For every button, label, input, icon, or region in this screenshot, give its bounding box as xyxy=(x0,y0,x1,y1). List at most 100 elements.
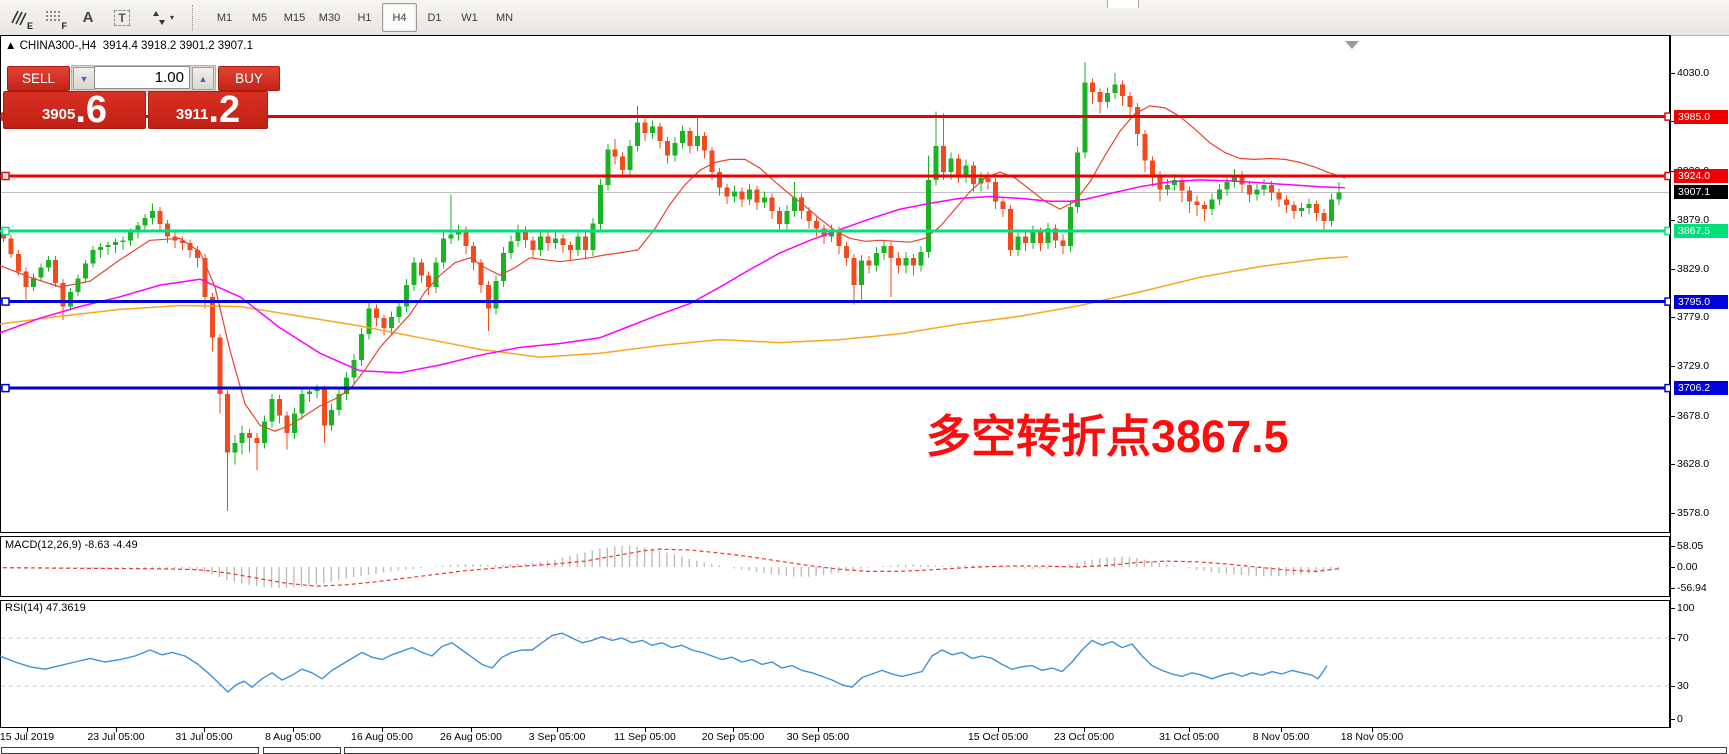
text-label-icon[interactable]: T xyxy=(108,5,136,31)
y-axis-tick-label: 3729.0 xyxy=(1677,359,1710,372)
arrange-arrows-glyph xyxy=(152,10,165,25)
x-axis-date-label: 31 Oct 05:00 xyxy=(1158,731,1220,743)
rsi-scale-tick xyxy=(1671,638,1675,639)
y-axis-tick-label: 3678.0 xyxy=(1677,409,1710,422)
price-badge: 3867.5 xyxy=(1674,224,1728,239)
icon-letter: E xyxy=(26,20,33,31)
one-click-trading-panel: SELL ▼ ▲ BUY 3905.6 3911.2 xyxy=(2,56,280,129)
indicator-pattern-glyph xyxy=(11,10,27,25)
symbol-timeframe: CHINA300-,H4 xyxy=(19,40,97,52)
macd-indicator-canvas[interactable] xyxy=(0,536,1671,598)
tf-button-MN[interactable]: MN xyxy=(495,11,514,24)
rsi-scale-label: 30 xyxy=(1677,680,1689,692)
macd-scale-tick xyxy=(1671,545,1675,547)
y-axis-tick-label: 3628.0 xyxy=(1677,458,1710,471)
rsi-scale-label: 100 xyxy=(1677,602,1695,614)
collapse-marker-icon[interactable]: ▲ xyxy=(5,40,17,52)
y-axis-tick-label: 3829.0 xyxy=(1677,262,1710,275)
docked-panel-strip xyxy=(0,746,1729,754)
price-badge: 3706.2 xyxy=(1674,381,1728,396)
buy-price-box[interactable]: 3911.2 xyxy=(148,91,268,129)
x-axis-date-label: 8 Aug 05:00 xyxy=(264,731,322,743)
x-axis-tick xyxy=(1372,728,1373,732)
macd-scale-label: -56.94 xyxy=(1677,582,1707,595)
x-axis-tick xyxy=(204,728,205,732)
macd-scale-label: 0.00 xyxy=(1677,561,1698,573)
x-axis-tick xyxy=(293,728,294,732)
x-axis-date-label: 23 Jul 05:00 xyxy=(87,731,145,743)
y-axis-tick xyxy=(1671,219,1675,221)
rsi-scale-tick xyxy=(1671,719,1675,720)
chart-title: ▲ CHINA300-,H4 3914.4 3918.2 3901.2 3907… xyxy=(5,40,253,52)
toolbar: E F A T ▾ M1 M5 M15 M30 H1 H4 D xyxy=(0,0,1729,36)
rsi-scale-tick xyxy=(1671,608,1675,609)
rsi-scale-tick xyxy=(1671,686,1675,687)
tf-button-D1[interactable]: D1 xyxy=(427,11,442,24)
dropdown-caret-icon: ▾ xyxy=(169,13,174,22)
x-axis-date-label: 23 Oct 05:00 xyxy=(1053,731,1115,743)
volume-input[interactable] xyxy=(94,66,190,89)
x-axis-tick xyxy=(733,728,734,732)
font-icon[interactable]: A xyxy=(74,5,102,31)
rsi-scale-label: 0 xyxy=(1677,713,1683,725)
chart-annotation-text: 多空转折点3867.5 xyxy=(926,411,1289,462)
y-axis-tick-label: 3578.0 xyxy=(1677,507,1710,519)
sell-price-main: 3905 xyxy=(41,106,76,123)
x-axis-tick xyxy=(818,728,819,732)
x-axis-tick xyxy=(557,728,558,732)
x-axis-date-label: 15 Oct 05:00 xyxy=(967,731,1029,743)
docked-panel-edge xyxy=(263,747,341,754)
sell-button[interactable]: SELL xyxy=(7,66,70,91)
volume-decrease-button[interactable]: ▼ xyxy=(73,67,95,90)
x-axis-tick xyxy=(1281,728,1282,732)
tf-button-H1[interactable]: H1 xyxy=(357,11,372,24)
macd-scale-tick xyxy=(1671,567,1675,568)
x-axis-date-label: 15 Jul 2019 xyxy=(0,731,55,743)
indicator-pattern-icon[interactable]: E xyxy=(6,5,34,31)
price-badge: 3924.0 xyxy=(1674,169,1728,183)
tf-button-H4[interactable]: H4 xyxy=(382,3,417,32)
x-axis-tick xyxy=(382,728,383,732)
x-axis-tick xyxy=(1084,728,1085,732)
grid-pattern-icon[interactable]: F xyxy=(40,5,68,31)
x-axis-tick xyxy=(471,728,472,732)
floating-toolbar-fragment xyxy=(1107,0,1139,8)
volume-increase-button[interactable]: ▲ xyxy=(192,67,214,90)
y-axis-tick xyxy=(1671,317,1675,319)
tf-button-M30[interactable]: M30 xyxy=(318,11,341,24)
price-badge: 3795.0 xyxy=(1674,294,1728,309)
tf-button-M5[interactable]: M5 xyxy=(251,11,268,24)
tf-button-M15[interactable]: M15 xyxy=(283,11,306,24)
x-axis-date-label: 16 Aug 05:00 xyxy=(351,731,413,743)
price-chart-canvas[interactable] xyxy=(0,35,1671,534)
price-badge: 3907.1 xyxy=(1674,185,1728,200)
rsi-scale-label: 70 xyxy=(1677,632,1689,644)
tf-button-W1[interactable]: W1 xyxy=(461,11,478,24)
sell-price-frac: .6 xyxy=(75,89,108,131)
tf-button-M1[interactable]: M1 xyxy=(216,11,233,24)
rsi-label: RSI(14) 47.3619 xyxy=(5,602,86,614)
icon-letter: F xyxy=(61,20,68,31)
x-axis-tick xyxy=(27,728,28,732)
ohlc-readout: 3914.4 3918.2 3901.2 3907.1 xyxy=(102,40,253,52)
font-icon-letter: A xyxy=(82,9,94,26)
buy-button[interactable]: BUY xyxy=(218,66,280,91)
y-axis-tick-label: 3879.0 xyxy=(1677,213,1710,226)
grid-pattern-glyph xyxy=(46,10,60,21)
y-axis-tick xyxy=(1671,365,1675,367)
sell-price-box[interactable]: 3905.6 xyxy=(3,91,146,129)
arrange-arrows-icon[interactable]: ▾ xyxy=(142,5,182,31)
x-axis-date-label: 18 Nov 05:00 xyxy=(1340,731,1404,743)
x-axis-tick xyxy=(1189,728,1190,732)
macd-scale-tick xyxy=(1671,588,1675,590)
rsi-indicator-canvas[interactable] xyxy=(0,600,1671,729)
x-axis-date-label: 3 Sep 05:00 xyxy=(528,731,586,743)
y-axis-tick-label: 3779.0 xyxy=(1677,311,1710,324)
toolbar-separator xyxy=(192,4,203,31)
macd-label: MACD(12,26,9) -8.63 -4.49 xyxy=(5,539,138,551)
y-axis-tick xyxy=(1671,72,1675,74)
y-axis-tick-label: 4030.0 xyxy=(1677,66,1710,79)
docked-panel-edge xyxy=(344,747,1727,754)
x-axis-tick xyxy=(645,728,646,732)
price-badge: 3985.0 xyxy=(1674,109,1728,124)
